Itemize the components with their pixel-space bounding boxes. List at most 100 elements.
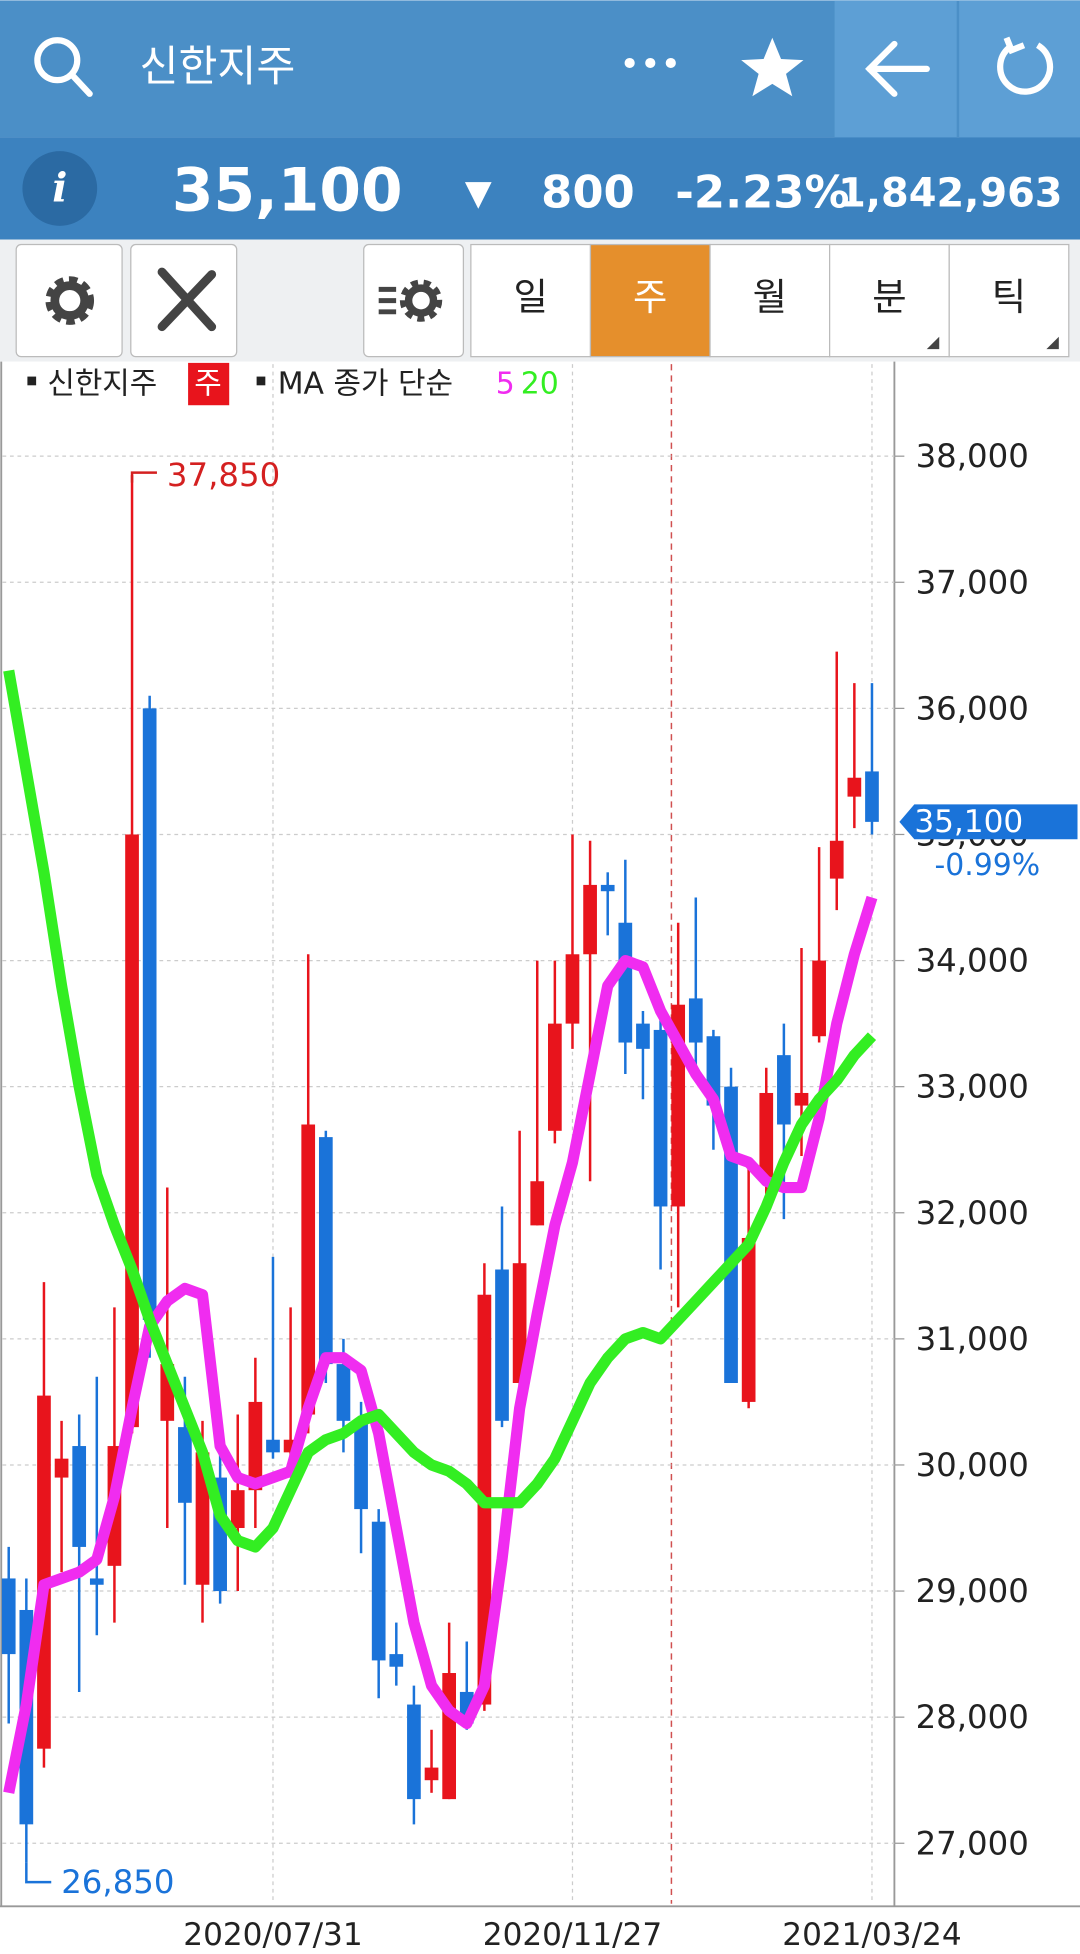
refresh-button[interactable] — [959, 0, 1080, 138]
candle-body — [829, 840, 844, 879]
chart-area — [0, 361, 1080, 1907]
change-arrow: ▼ — [465, 173, 492, 213]
candle-body — [794, 1092, 809, 1106]
settings-button[interactable] — [15, 243, 123, 358]
candle-body — [407, 1704, 421, 1800]
volume: 1,842,963 — [838, 170, 1062, 216]
candle-body — [389, 1654, 404, 1667]
candle-body — [354, 1420, 368, 1510]
period-label: 일 — [513, 275, 547, 319]
candle-body — [847, 777, 862, 797]
candle-body — [266, 1439, 280, 1453]
info-label: i — [52, 165, 67, 211]
period-badge — [188, 362, 230, 406]
dropdown-corner — [1046, 336, 1059, 350]
dropdown-corner — [926, 336, 940, 350]
y-tick-label: 30,000 — [916, 1446, 1029, 1484]
candle-body — [89, 1578, 104, 1585]
x-tick-label: 2020/11/27 — [483, 1917, 662, 1953]
candle-body — [1, 1578, 16, 1655]
candle-body — [618, 922, 633, 1043]
max-label: 37,850 — [167, 456, 280, 494]
candle-body — [301, 1124, 316, 1415]
candle-body — [125, 834, 139, 1428]
legend-symbol: 신한지주 — [47, 367, 157, 402]
candle-body — [583, 884, 597, 955]
y-tick-label: 36,000 — [916, 689, 1029, 727]
moving-average-line — [3, 669, 877, 1553]
period-tab[interactable] — [948, 243, 1070, 358]
x-tick-label: 2020/07/31 — [183, 1917, 362, 1953]
y-tick-label: 37,000 — [916, 563, 1029, 601]
y-tick-label: 27,000 — [916, 1824, 1029, 1862]
change-rate: -2.23% — [675, 166, 849, 219]
candle-body — [72, 1446, 87, 1547]
price-tag — [899, 804, 1078, 840]
candle-body — [336, 1364, 351, 1421]
candle-body — [318, 1137, 333, 1365]
quote-bar — [0, 137, 1080, 240]
candle-body — [248, 1401, 263, 1491]
candle-body — [195, 1452, 210, 1585]
period-label: 월 — [753, 275, 787, 319]
x-tick-label: 2021/03/24 — [782, 1917, 961, 1953]
candle-body — [530, 1181, 545, 1226]
period-label: 틱 — [992, 275, 1026, 319]
candle-body — [424, 1767, 439, 1781]
y-tick-label: 34,000 — [916, 942, 1029, 980]
candle-body — [865, 771, 879, 822]
y-tick-label: 38,000 — [916, 437, 1029, 475]
legend-entry: 5 — [496, 367, 515, 402]
search-icon[interactable] — [34, 37, 93, 97]
min-label: 26,850 — [61, 1863, 174, 1901]
y-tick-label: 33,000 — [916, 1068, 1029, 1106]
candle-body — [230, 1490, 245, 1529]
legend-entry: 20 — [521, 367, 559, 402]
legend-indicator: MA 종가 단순 — [278, 367, 453, 402]
period-label: 주 — [633, 275, 667, 319]
legend-period: 주 — [194, 367, 222, 402]
candle-body — [600, 884, 615, 892]
period-label: 분 — [872, 275, 906, 319]
period-tab[interactable] — [470, 243, 592, 358]
favorite-star[interactable] — [741, 37, 804, 97]
candle-body — [636, 1023, 650, 1049]
y-tick-label: 29,000 — [916, 1572, 1029, 1610]
candle-body — [142, 708, 157, 1320]
candle-body — [759, 1092, 774, 1182]
candle-body — [688, 998, 703, 1043]
price-tag-label: 35,100 — [914, 804, 1023, 840]
y-tick-label: 32,000 — [916, 1194, 1029, 1232]
period-tab[interactable] — [709, 243, 831, 358]
candle-body — [548, 1023, 562, 1131]
candle-body — [512, 1263, 527, 1383]
y-tick-label: 31,000 — [916, 1320, 1029, 1358]
candle-body — [371, 1521, 386, 1661]
period-tab[interactable] — [828, 243, 950, 358]
info-button[interactable] — [22, 151, 98, 226]
last-change-label: -0.99% — [934, 848, 1040, 883]
max-pointer — [130, 471, 157, 483]
refresh-icon — [997, 36, 1054, 95]
candle-body — [653, 1029, 668, 1207]
candle-body — [37, 1395, 51, 1749]
back-arrow — [865, 40, 930, 97]
candle-body — [777, 1055, 791, 1125]
legend-marker — [27, 376, 37, 386]
candle-body — [741, 1237, 756, 1402]
candle-body — [54, 1458, 69, 1478]
period-tab[interactable] — [589, 243, 711, 358]
tools-button[interactable] — [130, 243, 238, 358]
y-tick-label: 28,000 — [916, 1698, 1029, 1736]
min-pointer — [25, 1862, 52, 1884]
legend-marker — [256, 376, 266, 386]
candle-body — [495, 1269, 509, 1421]
candle-body — [565, 954, 580, 1024]
menu-button[interactable]: ••• — [619, 45, 681, 85]
current-price: 35,100 — [172, 156, 403, 225]
candle-body — [178, 1427, 192, 1503]
candle-body — [442, 1673, 457, 1800]
indicator-settings-button[interactable] — [363, 243, 465, 358]
